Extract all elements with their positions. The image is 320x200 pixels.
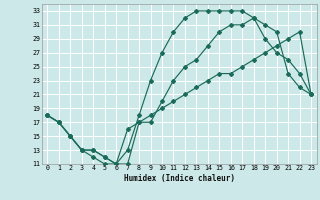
X-axis label: Humidex (Indice chaleur): Humidex (Indice chaleur) [124,174,235,183]
